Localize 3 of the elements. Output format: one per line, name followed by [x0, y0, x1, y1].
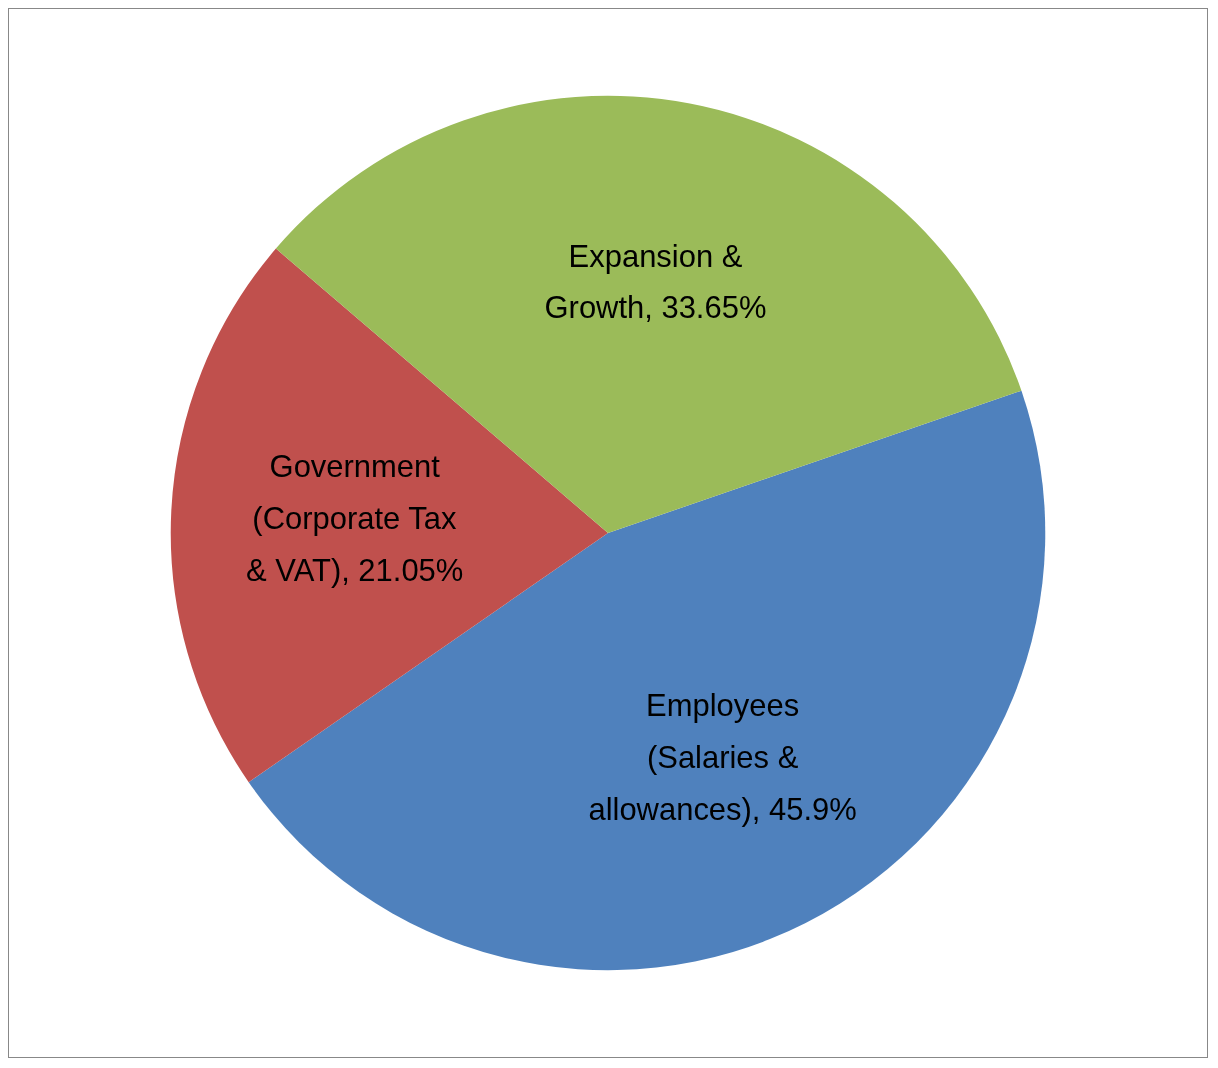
slice-label: Government (Corporate Tax & VAT), 21.05%	[246, 448, 464, 588]
slice-label: Expansion & Growth, 33.65%	[544, 238, 767, 326]
slice-label: Employees (Salaries & allowances), 45.9%	[588, 687, 857, 827]
